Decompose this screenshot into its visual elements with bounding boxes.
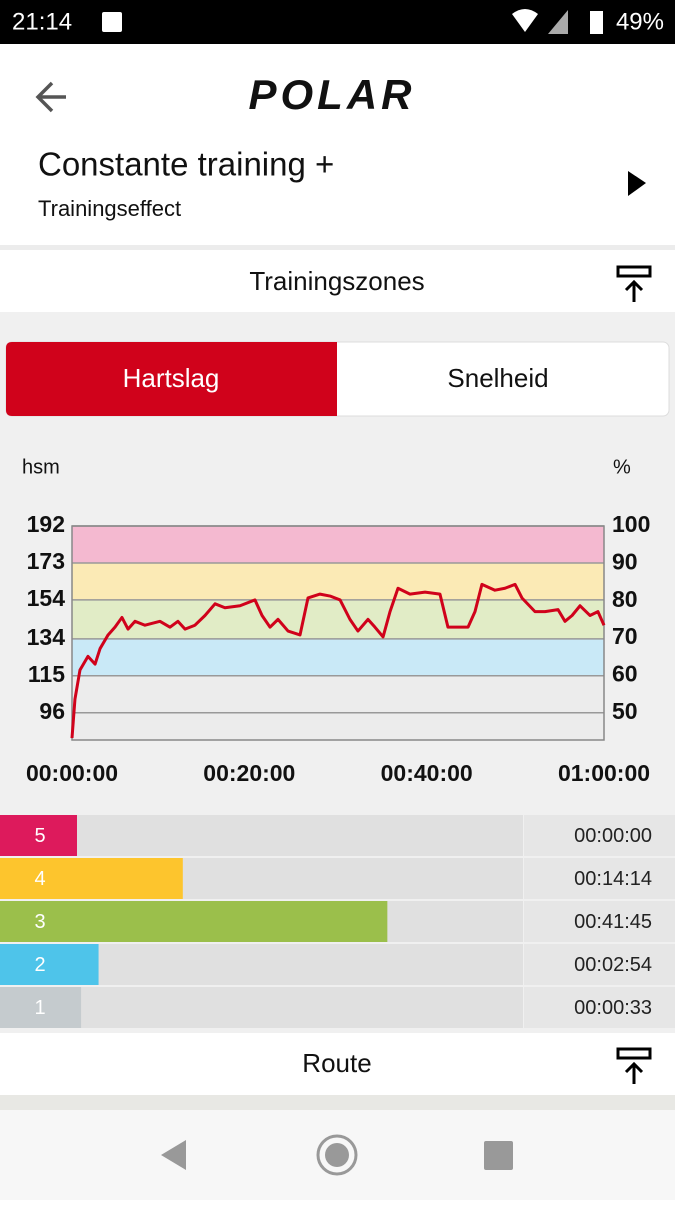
logo: POLAR (249, 71, 416, 118)
y2-tick-label: 60 (612, 660, 638, 686)
play-button[interactable] (628, 171, 646, 196)
zone-label-box (0, 901, 77, 942)
hr-line (70, 582, 606, 739)
x-tick-label: 00:20:00 (203, 760, 295, 786)
zone-row-bg (0, 815, 523, 856)
x-tick-label: 01:00:00 (558, 760, 650, 786)
y-tick-label: 192 (27, 511, 65, 537)
zone-label: 3 (34, 911, 45, 933)
subtitle: Trainingseffect (38, 196, 181, 221)
header (0, 44, 675, 245)
zone-time: 00:00:33 (574, 997, 652, 1019)
y2-tick-label: 80 (612, 586, 638, 612)
map-preview (0, 1095, 675, 1110)
y2-axis-title: % (613, 456, 631, 478)
x-tick-label: 00:40:00 (381, 760, 473, 786)
zone-time-cell (524, 901, 675, 942)
tab-label[interactable]: Snelheid (447, 363, 548, 393)
tab-label[interactable]: Hartslag (123, 363, 220, 393)
battery-level: 49% (616, 8, 664, 35)
signal-icon (548, 10, 568, 34)
zone-label-box (0, 815, 77, 856)
section-title: Trainingszones (249, 266, 424, 296)
zone-row-bg (0, 987, 523, 1028)
collapse-icon[interactable] (616, 1047, 652, 1084)
title: Constante training + (38, 146, 334, 183)
section-bar[interactable] (0, 250, 675, 312)
zone-band (72, 526, 604, 563)
battery-icon (590, 11, 603, 34)
zone-bar (77, 858, 183, 899)
wifi-icon (512, 9, 538, 32)
plot-border (71, 525, 605, 741)
zone-band (72, 638, 604, 676)
zone-time-cell (524, 858, 675, 899)
zone-band (72, 562, 604, 600)
zone-label: 2 (34, 954, 45, 976)
y-tick-label: 173 (27, 548, 65, 574)
zone-time-cell (524, 815, 675, 856)
y2-tick-label: 50 (612, 698, 638, 724)
zone-label-box (0, 858, 77, 899)
nav-home[interactable] (316, 1134, 358, 1176)
zone-label-box (0, 987, 77, 1028)
collapse-icon[interactable] (616, 265, 652, 302)
image-icon (102, 12, 122, 32)
zone-label: 5 (34, 825, 45, 847)
status-bar (0, 0, 675, 44)
y-tick-label: 134 (27, 624, 66, 650)
y-tick-label: 154 (27, 585, 66, 611)
zone-label-box (0, 944, 77, 985)
zone-label: 1 (34, 997, 45, 1019)
y2-tick-label: 100 (612, 511, 650, 537)
nav-back[interactable] (161, 1140, 186, 1170)
zone-time: 00:14:14 (574, 868, 652, 890)
y2-tick-label: 70 (612, 623, 638, 649)
zone-bar (77, 987, 82, 1028)
back-button[interactable] (35, 81, 66, 113)
y-tick-label: 96 (39, 698, 65, 724)
zone-time: 00:02:54 (574, 954, 652, 976)
status-time: 21:14 (12, 8, 72, 35)
zone-time-cell (524, 944, 675, 985)
divider (0, 245, 675, 250)
nav-recent[interactable] (484, 1141, 513, 1170)
y2-tick-label: 90 (612, 548, 638, 574)
zone-bar (77, 901, 388, 942)
section-title: Route (302, 1048, 371, 1078)
zone-band (72, 599, 604, 639)
zone-time-cell (524, 987, 675, 1028)
y-tick-label: 115 (28, 661, 65, 687)
zone-bar (77, 944, 99, 985)
x-tick-label: 00:00:00 (26, 760, 118, 786)
tab-active[interactable] (6, 342, 337, 416)
zone-time: 00:41:45 (574, 911, 652, 933)
zone-time: 00:00:00 (574, 825, 652, 847)
section-bar[interactable] (0, 1033, 675, 1095)
zone-label: 4 (34, 868, 45, 890)
y-axis-title: hsm (22, 456, 60, 478)
